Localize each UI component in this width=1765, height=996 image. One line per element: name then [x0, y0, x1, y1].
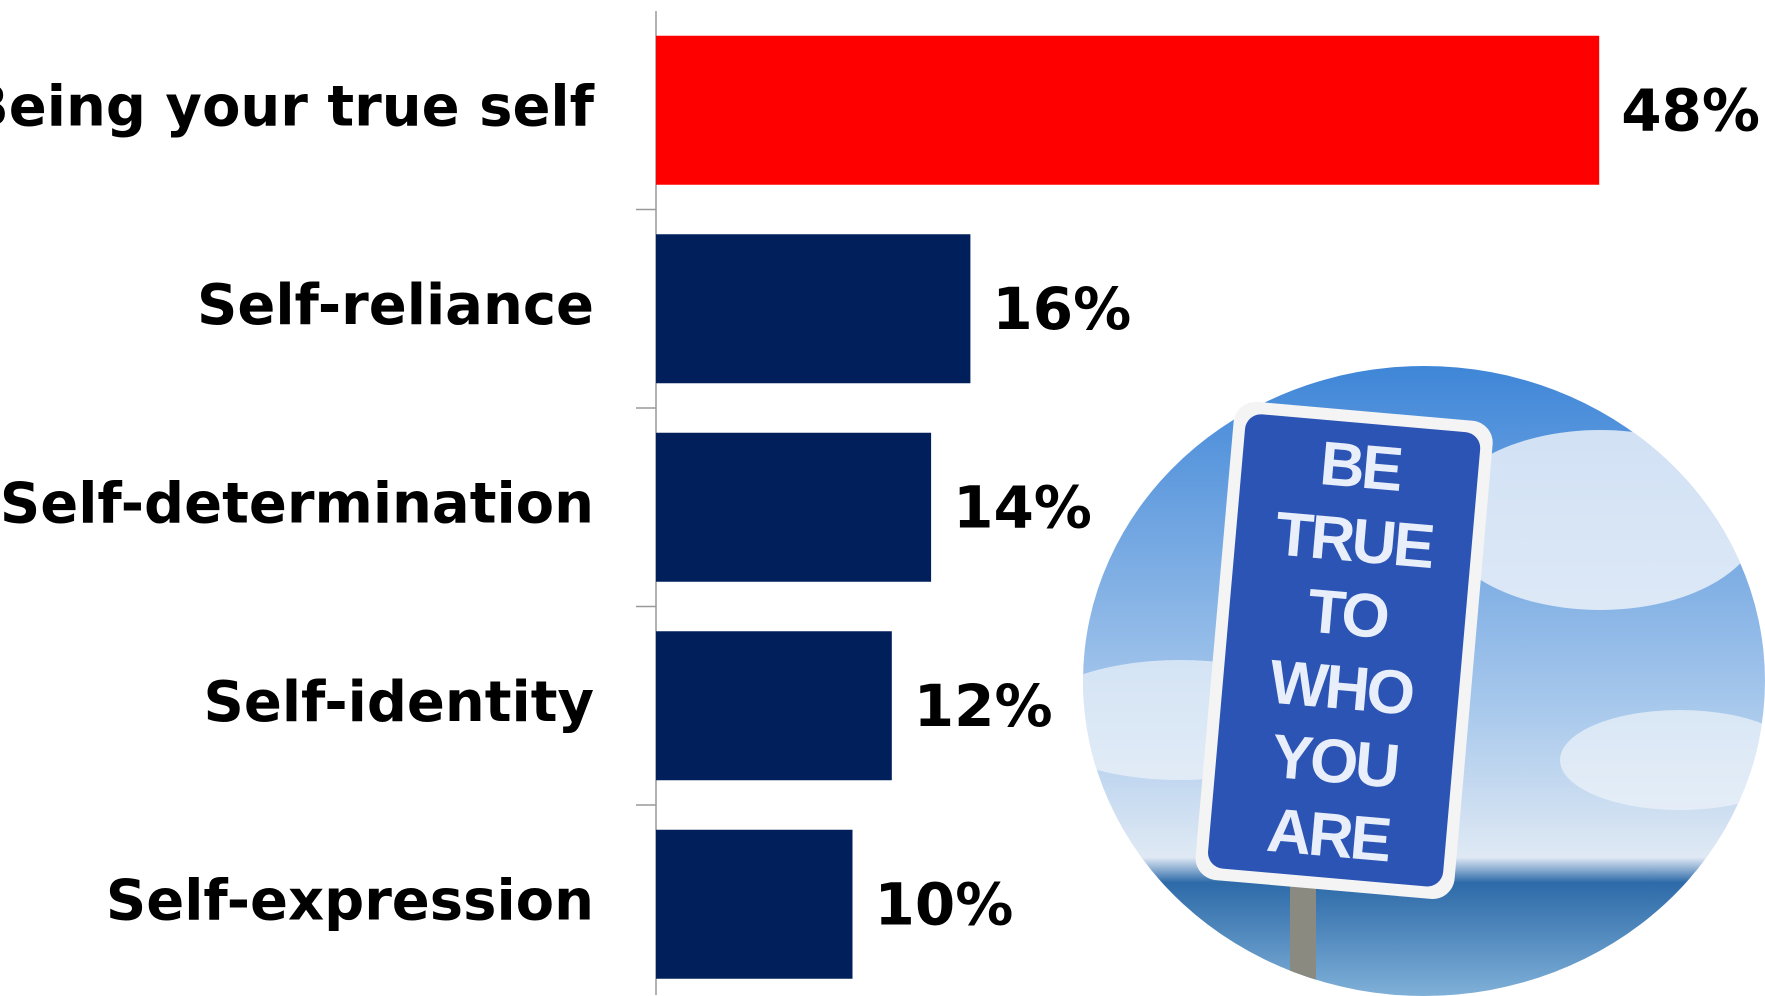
bar — [656, 829, 853, 979]
sign-text: ARE — [1264, 796, 1392, 875]
bar — [656, 35, 1600, 185]
category-label: Being your true self — [0, 74, 595, 139]
value-label: 12% — [914, 672, 1053, 740]
category-label: Self-reliance — [197, 273, 594, 338]
value-label: 14% — [953, 473, 1092, 541]
sign-text: WHO — [1267, 648, 1416, 729]
value-label: 48% — [1621, 76, 1760, 144]
category-label: Self-expression — [106, 868, 594, 933]
bar — [656, 432, 932, 582]
category-label: Self-determination — [0, 471, 594, 536]
sign-text: YOU — [1269, 722, 1400, 802]
value-label: 10% — [875, 870, 1014, 938]
sign-text: TO — [1305, 577, 1390, 653]
category-label: Self-identity — [204, 670, 595, 735]
value-label: 16% — [992, 275, 1131, 343]
sign-face — [1208, 414, 1481, 887]
bar — [656, 234, 971, 384]
sign-text: TRUE — [1273, 499, 1436, 581]
bar — [656, 631, 892, 781]
sign-text: BE — [1317, 429, 1403, 505]
